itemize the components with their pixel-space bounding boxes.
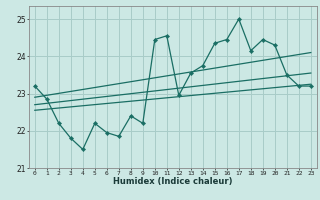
X-axis label: Humidex (Indice chaleur): Humidex (Indice chaleur) <box>113 177 233 186</box>
